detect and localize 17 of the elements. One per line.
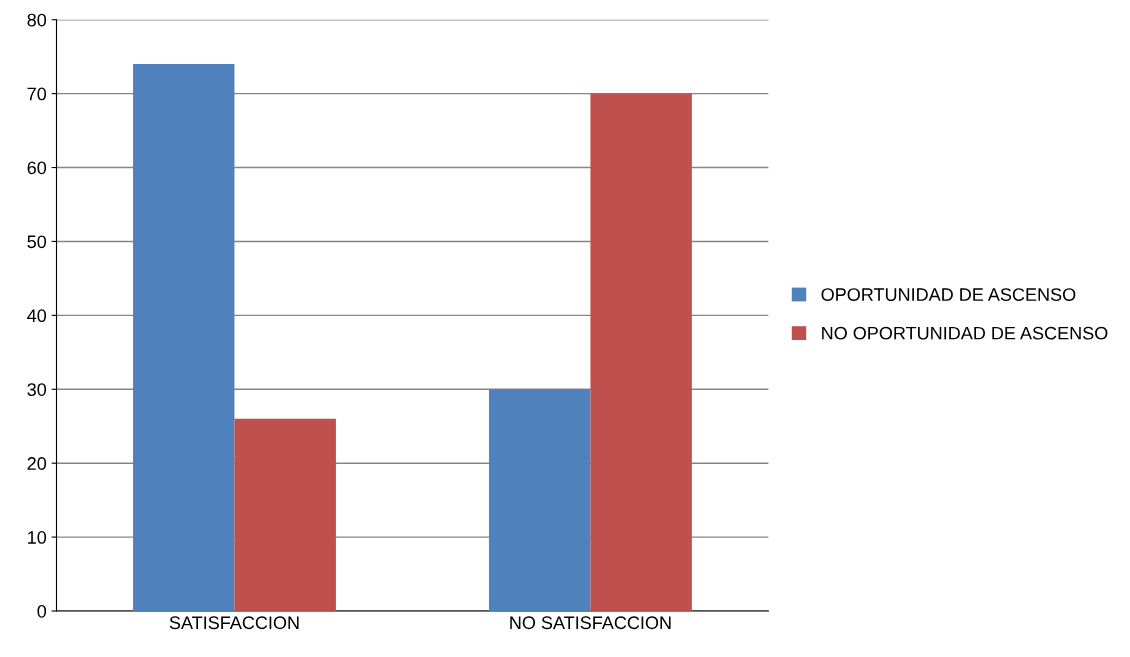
y-tick-label: 50 xyxy=(27,235,47,249)
y-tick-label: 30 xyxy=(27,383,47,396)
bar xyxy=(488,389,591,612)
y-tick-label: 80 xyxy=(27,13,47,27)
bar xyxy=(133,64,235,612)
y-tick-label: 20 xyxy=(27,457,47,470)
x-tick-label: SATISFACCION xyxy=(169,616,299,630)
y-tick-label: 40 xyxy=(27,309,47,323)
legend-label: OPORTUNIDAD DE ASCENSO xyxy=(821,288,1076,301)
bar xyxy=(234,418,336,612)
y-tick-label: 10 xyxy=(28,531,47,544)
legend-label: NO OPORTUNIDAD DE ASCENSO xyxy=(822,326,1108,340)
y-tick-label: 60 xyxy=(27,161,47,175)
bar xyxy=(590,93,692,612)
y-tick-label: 0 xyxy=(37,604,47,618)
x-tick-label: NO SATISFACCION xyxy=(510,616,671,630)
y-tick-label: 70 xyxy=(27,87,47,101)
